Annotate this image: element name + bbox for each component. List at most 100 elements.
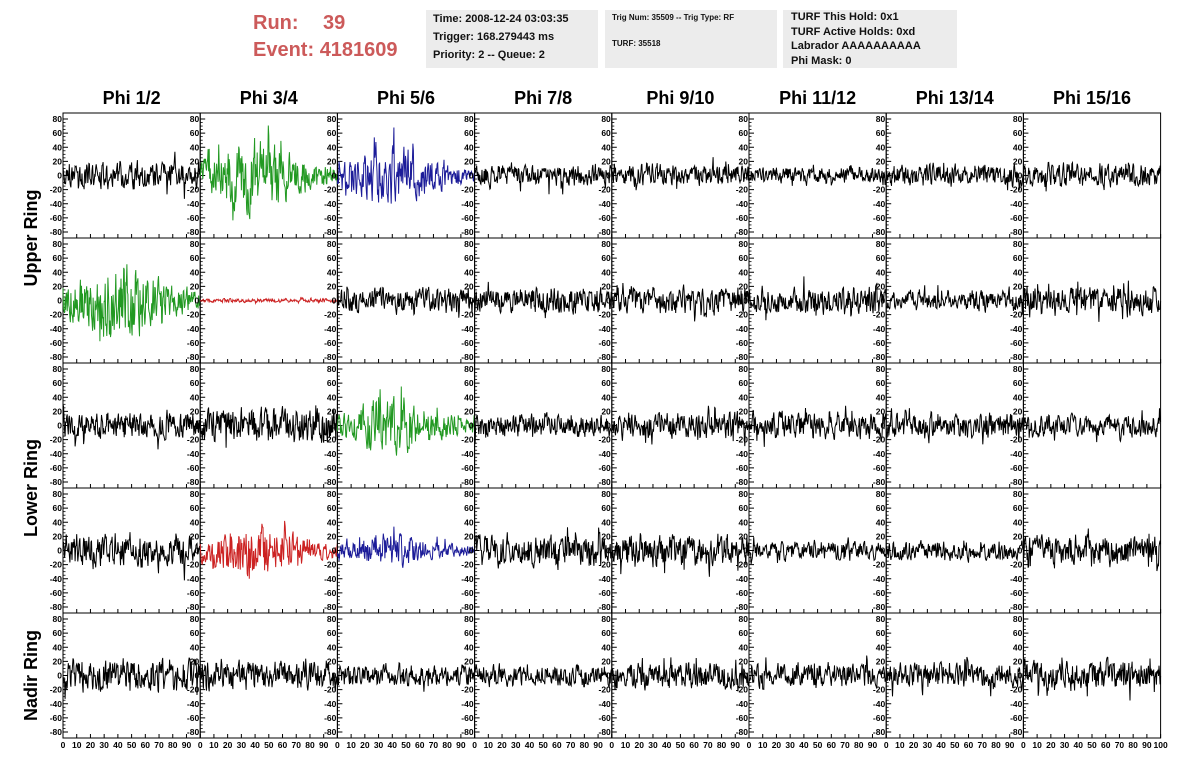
y-tick-label: -40 [187, 574, 200, 584]
y-tick-label: 0 [194, 296, 199, 306]
y-tick-label: -20 [599, 435, 612, 445]
y-tick-label: 0 [469, 296, 474, 306]
y-tick-label: 80 [1013, 614, 1023, 624]
y-tick-label: -60 [461, 463, 474, 473]
y-tick-label: -80 [187, 477, 200, 487]
waveform-trace-r2-c3 [336, 286, 476, 318]
y-tick-label: 60 [1013, 628, 1023, 638]
y-tick-label: 60 [876, 128, 886, 138]
trig-num-line: Trig Num: 35509 -- Trig Type: RF [612, 13, 735, 22]
y-tick-label: 20 [739, 281, 749, 291]
y-tick-label: 20 [327, 531, 337, 541]
y-tick-label: -80 [873, 352, 886, 362]
y-tick-label: 0 [743, 671, 748, 681]
y-tick-label: 80 [601, 114, 611, 124]
y-tick-label: 0 [194, 671, 199, 681]
y-tick-label: 60 [464, 253, 474, 263]
y-tick-label: -60 [736, 213, 749, 223]
y-tick-label: 60 [190, 378, 200, 388]
y-tick-label: -60 [187, 463, 200, 473]
y-tick-label: 80 [464, 614, 474, 624]
x-tick-label: 20 [1046, 740, 1056, 750]
y-tick-label: 60 [190, 503, 200, 513]
y-tick-label: -20 [1010, 685, 1023, 695]
y-tick-label: -60 [50, 213, 63, 223]
y-tick-label: 0 [880, 421, 885, 431]
y-tick-label: 60 [190, 253, 200, 263]
y-tick-label: -20 [1010, 185, 1023, 195]
y-tick-label: -60 [1010, 713, 1023, 723]
y-tick-label: 80 [601, 614, 611, 624]
y-tick-label: 40 [739, 267, 749, 277]
y-tick-label: -60 [50, 713, 63, 723]
x-tick-label: 30 [785, 740, 795, 750]
y-tick-label: -60 [736, 463, 749, 473]
y-tick-label: 80 [1013, 239, 1023, 249]
y-tick-label: 80 [190, 114, 200, 124]
y-tick-label: 20 [876, 531, 886, 541]
y-tick-label: 0 [469, 171, 474, 181]
y-tick-label: 40 [327, 642, 337, 652]
waveform-trace-r3-c7 [885, 408, 1024, 445]
y-tick-label: 40 [1013, 392, 1023, 402]
y-tick-label: 0 [57, 671, 62, 681]
x-tick-label: 90 [731, 740, 741, 750]
waveform-trace-r5-c2 [199, 658, 338, 692]
x-tick-label: 70 [703, 740, 713, 750]
y-tick-label: -60 [873, 713, 886, 723]
x-tick-label: 20 [360, 740, 370, 750]
waveform-trace-r2-c1 [62, 264, 201, 342]
y-tick-label: -60 [873, 338, 886, 348]
y-tick-label: 60 [739, 503, 749, 513]
waveform-trace-r2-c4 [474, 281, 613, 319]
x-tick-label: 50 [1087, 740, 1097, 750]
y-tick-label: 0 [743, 546, 748, 556]
x-tick-label: 10 [209, 740, 219, 750]
x-tick-label: 80 [442, 740, 452, 750]
x-tick-label: 30 [374, 740, 384, 750]
y-tick-label: -40 [187, 324, 200, 334]
y-tick-label: 60 [327, 253, 337, 263]
y-tick-label: -40 [736, 574, 749, 584]
y-tick-label: 60 [601, 253, 611, 263]
x-tick-label: 30 [648, 740, 658, 750]
x-tick-label: 80 [991, 740, 1001, 750]
y-tick-label: 20 [739, 156, 749, 166]
y-tick-label: 40 [1013, 142, 1023, 152]
y-tick-label: 0 [880, 546, 885, 556]
y-tick-label: -60 [1010, 213, 1023, 223]
y-tick-label: 20 [190, 656, 200, 666]
y-tick-label: 20 [1013, 156, 1023, 166]
y-tick-label: 40 [876, 267, 886, 277]
y-tick-label: 20 [739, 531, 749, 541]
x-tick-label: 50 [538, 740, 548, 750]
y-tick-label: 40 [190, 267, 200, 277]
waveform-trace-r1-c6 [748, 164, 887, 186]
run-event-info: Run: 39 Event: 4181609 [253, 10, 398, 64]
y-tick-label: -80 [1010, 602, 1023, 612]
y-tick-label: 20 [53, 281, 63, 291]
row-title-upper-ring: Upper Ring [21, 190, 41, 287]
x-tick-label: 40 [1074, 740, 1084, 750]
y-tick-label: -60 [873, 463, 886, 473]
y-tick-label: 60 [464, 378, 474, 388]
y-tick-label: 0 [743, 421, 748, 431]
y-tick-label: 40 [327, 267, 337, 277]
x-tick-label: 20 [86, 740, 96, 750]
y-tick-label: 0 [332, 671, 337, 681]
y-tick-label: 40 [601, 267, 611, 277]
waveform-trace-r2-c7 [885, 285, 1024, 315]
y-tick-label: 60 [464, 128, 474, 138]
y-tick-label: -80 [599, 352, 612, 362]
y-tick-label: 20 [327, 156, 337, 166]
y-tick-label: 0 [194, 421, 199, 431]
y-tick-label: -60 [599, 713, 612, 723]
y-tick-label: -40 [599, 574, 612, 584]
x-tick-label: 80 [168, 740, 178, 750]
row-title-lower-ring: Lower Ring [21, 439, 41, 537]
x-tick-label: 60 [827, 740, 837, 750]
column-title-4: Phi 7/8 [514, 88, 572, 108]
y-tick-label: -80 [736, 227, 749, 237]
y-tick-label: -60 [324, 213, 337, 223]
y-tick-label: 80 [739, 239, 749, 249]
